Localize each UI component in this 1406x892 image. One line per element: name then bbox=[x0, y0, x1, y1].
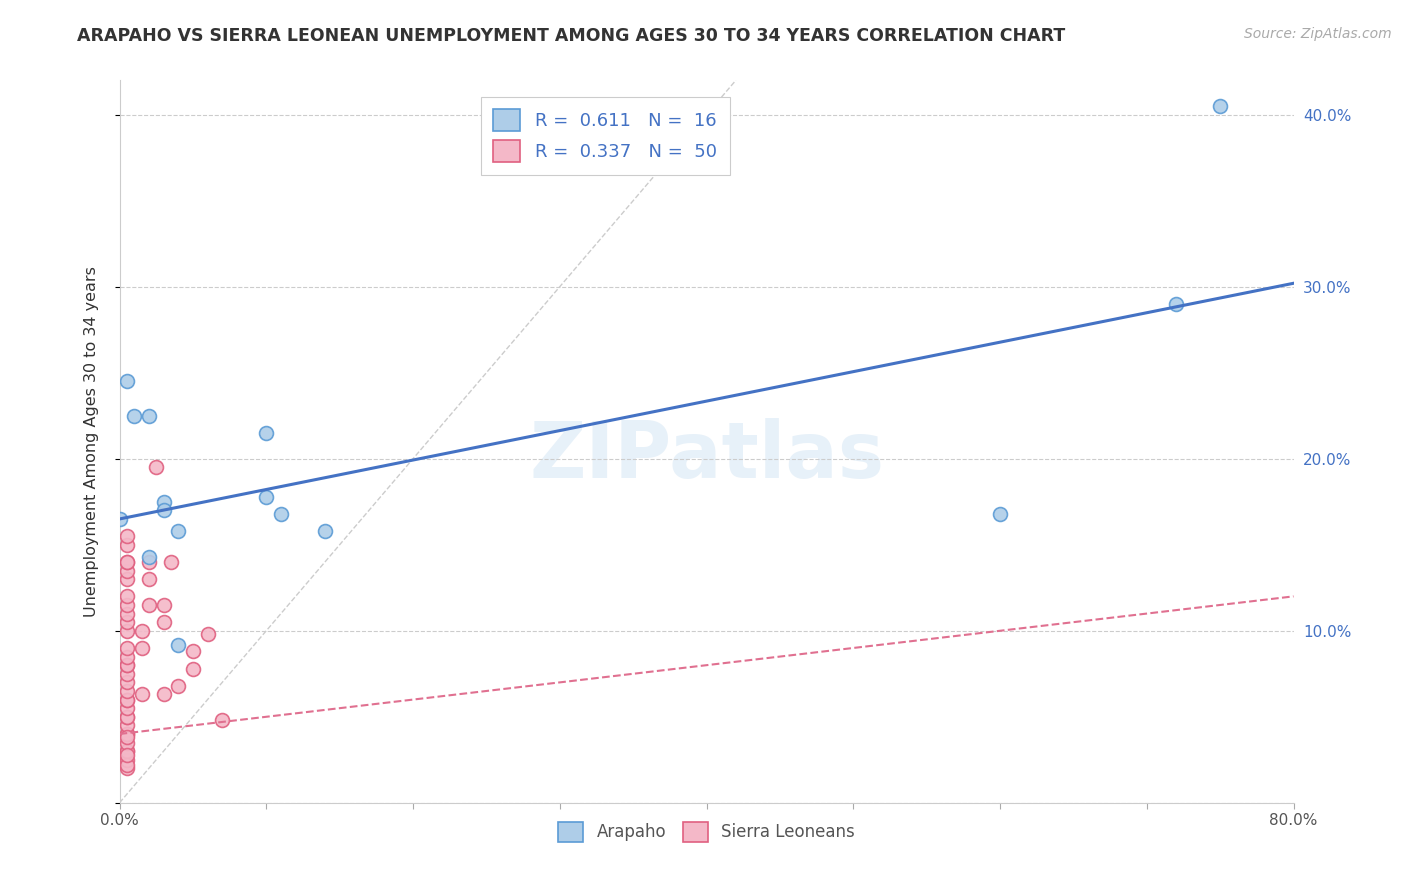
Point bbox=[138, 409, 160, 423]
Point bbox=[115, 538, 138, 552]
Point bbox=[115, 590, 138, 604]
Point bbox=[115, 640, 138, 655]
Point bbox=[115, 701, 138, 715]
Point bbox=[115, 624, 138, 638]
Point bbox=[138, 549, 160, 564]
Point bbox=[131, 624, 153, 638]
Point bbox=[167, 638, 190, 652]
Point bbox=[115, 375, 138, 389]
Point bbox=[115, 761, 138, 775]
Point bbox=[152, 687, 174, 701]
Point bbox=[115, 744, 138, 758]
Point bbox=[115, 692, 138, 706]
Point bbox=[115, 555, 138, 569]
Point bbox=[115, 572, 138, 586]
Point bbox=[197, 627, 219, 641]
Point bbox=[115, 747, 138, 762]
Point bbox=[152, 494, 174, 508]
Point bbox=[138, 572, 160, 586]
Point bbox=[108, 512, 131, 526]
Point bbox=[115, 744, 138, 758]
Point bbox=[115, 658, 138, 673]
Point bbox=[167, 524, 190, 538]
Point bbox=[181, 644, 204, 658]
Point bbox=[145, 460, 167, 475]
Legend: Arapaho, Sierra Leoneans: Arapaho, Sierra Leoneans bbox=[551, 815, 862, 848]
Point bbox=[122, 409, 145, 423]
Point bbox=[988, 507, 1011, 521]
Point bbox=[254, 490, 277, 504]
Point bbox=[254, 425, 277, 440]
Point bbox=[115, 758, 138, 772]
Point bbox=[115, 615, 138, 630]
Point bbox=[115, 607, 138, 621]
Y-axis label: Unemployment Among Ages 30 to 34 years: Unemployment Among Ages 30 to 34 years bbox=[84, 266, 98, 617]
Point bbox=[115, 658, 138, 673]
Point bbox=[115, 666, 138, 681]
Point bbox=[115, 727, 138, 741]
Point bbox=[138, 555, 160, 569]
Point bbox=[131, 687, 153, 701]
Point bbox=[314, 524, 336, 538]
Point bbox=[152, 503, 174, 517]
Point bbox=[167, 679, 190, 693]
Point bbox=[115, 675, 138, 690]
Point bbox=[211, 713, 233, 727]
Point bbox=[152, 615, 174, 630]
Point bbox=[115, 753, 138, 767]
Point bbox=[115, 731, 138, 745]
Text: ARAPAHO VS SIERRA LEONEAN UNEMPLOYMENT AMONG AGES 30 TO 34 YEARS CORRELATION CHA: ARAPAHO VS SIERRA LEONEAN UNEMPLOYMENT A… bbox=[77, 27, 1066, 45]
Point bbox=[1164, 297, 1187, 311]
Point bbox=[115, 555, 138, 569]
Point bbox=[115, 727, 138, 741]
Point bbox=[1209, 99, 1232, 113]
Point bbox=[270, 507, 292, 521]
Point bbox=[160, 555, 183, 569]
Point bbox=[131, 640, 153, 655]
Point bbox=[115, 598, 138, 612]
Point bbox=[115, 710, 138, 724]
Point bbox=[181, 662, 204, 676]
Text: Source: ZipAtlas.com: Source: ZipAtlas.com bbox=[1244, 27, 1392, 41]
Point bbox=[115, 710, 138, 724]
Point bbox=[115, 564, 138, 578]
Point bbox=[115, 649, 138, 664]
Point bbox=[138, 598, 160, 612]
Point bbox=[115, 735, 138, 749]
Text: ZIPatlas: ZIPatlas bbox=[529, 418, 884, 494]
Point bbox=[115, 718, 138, 732]
Point bbox=[152, 598, 174, 612]
Point bbox=[115, 692, 138, 706]
Point bbox=[115, 529, 138, 543]
Point bbox=[115, 684, 138, 698]
